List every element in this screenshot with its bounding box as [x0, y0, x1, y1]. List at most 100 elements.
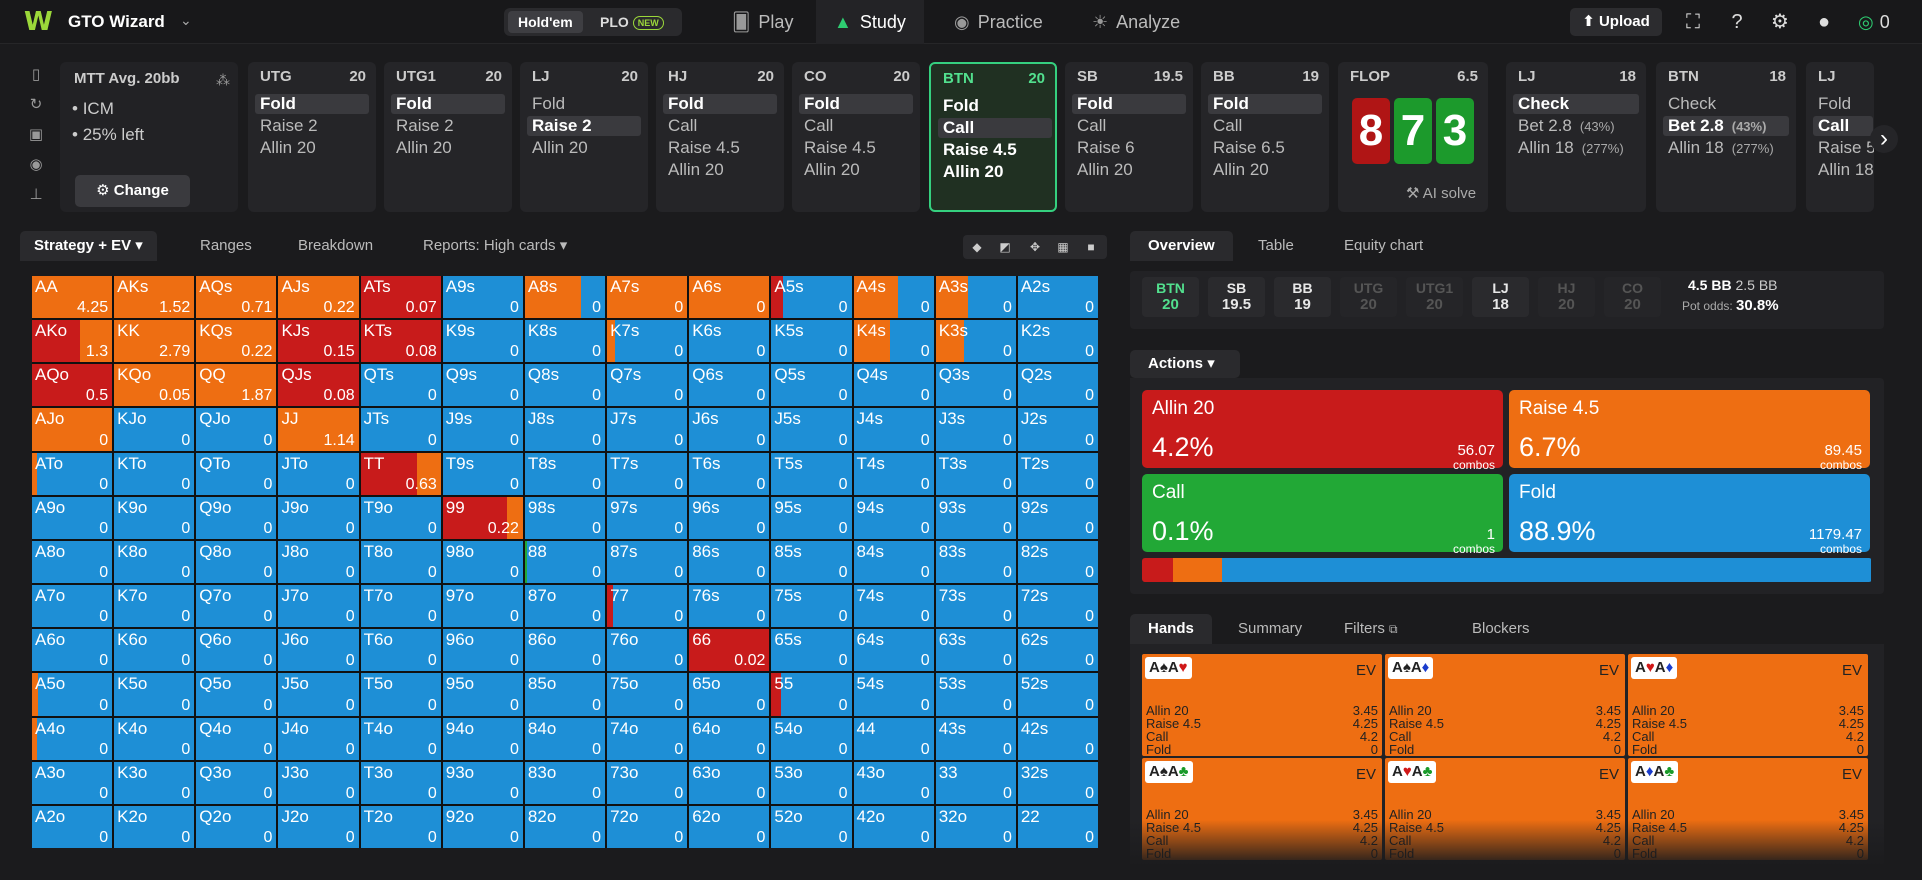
align-icon[interactable]: ⊥: [29, 186, 43, 203]
hand-cell[interactable]: T6s 0: [689, 452, 770, 495]
people-icon[interactable]: ⁂: [216, 72, 230, 88]
hand-cell[interactable]: 72s 0: [1017, 585, 1098, 628]
grid-icon[interactable]: ▦: [1057, 240, 1069, 254]
hand-cell[interactable]: T8s 0: [524, 452, 606, 495]
coins-balance[interactable]: ◎ 0: [1858, 10, 1890, 34]
action-option[interactable]: Raise 2: [527, 116, 641, 136]
hand-cell[interactable]: K3s 0: [935, 320, 1016, 363]
nav-study[interactable]: ▲ Study: [816, 0, 924, 44]
hand-cell[interactable]: 92s 0: [1017, 496, 1098, 539]
hand-cell[interactable]: J3o 0: [278, 761, 359, 804]
hand-cell[interactable]: K4s 0: [853, 320, 934, 363]
hand-cell[interactable]: A7o 0: [32, 585, 113, 628]
hand-cell[interactable]: JJ 1.14: [278, 408, 359, 451]
hand-cell[interactable]: 86o 0: [524, 629, 606, 672]
hand-cell[interactable]: 87o 0: [524, 585, 606, 628]
hand-cell[interactable]: J3s 0: [935, 408, 1016, 451]
hand-cell[interactable]: 95o 0: [442, 673, 523, 716]
hand-cell[interactable]: Q3o 0: [196, 761, 277, 804]
hand-cell[interactable]: 44 0: [853, 717, 934, 760]
position-bb[interactable]: BB 19 Fold Call Raise 6.5 Allin 20: [1201, 62, 1329, 212]
position-utg[interactable]: UTG 20 Fold Raise 2 Allin 20: [248, 62, 376, 212]
action-option[interactable]: Allin 18 (277%): [1513, 138, 1639, 158]
action-option[interactable]: Allin 20: [532, 138, 588, 157]
hand-cell[interactable]: 93o 0: [442, 761, 523, 804]
action-option[interactable]: Allin 20: [396, 138, 452, 157]
hand-cell[interactable]: 65s 0: [771, 629, 852, 672]
action-option[interactable]: Allin 20: [804, 160, 860, 179]
hand-cell[interactable]: AJo 0: [32, 408, 113, 451]
action-option[interactable]: Raise 2: [260, 116, 318, 135]
hand-cell[interactable]: K7o 0: [114, 585, 195, 628]
action-option[interactable]: Fold: [1072, 94, 1186, 114]
action-option[interactable]: Bet 2.8 (43%): [1663, 116, 1789, 136]
position-utg1[interactable]: UTG1 20 Fold Raise 2 Allin 20: [384, 62, 512, 212]
cube-icon[interactable]: ◆: [972, 240, 982, 254]
hand-cell[interactable]: 97s 0: [607, 496, 688, 539]
hand-cell[interactable]: KK 2.79: [114, 320, 195, 363]
hand-cell[interactable]: A9o 0: [32, 496, 113, 539]
overview-player-utg1[interactable]: UTG1 20: [1406, 277, 1463, 317]
hand-cell[interactable]: 75o 0: [607, 673, 688, 716]
hand-cell[interactable]: J7s 0: [607, 408, 688, 451]
hand-cell[interactable]: 62o 0: [689, 805, 770, 848]
hand-cell[interactable]: Q9o 0: [196, 496, 277, 539]
hand-cell[interactable]: K8o 0: [114, 540, 195, 584]
hand-cell[interactable]: AQo 0.5: [32, 364, 113, 407]
hand-cell[interactable]: ATo 0: [32, 452, 113, 495]
nav-analyze[interactable]: ☀ Analyze: [1074, 0, 1198, 44]
position-lj[interactable]: LJ 20 Fold Raise 2 Allin 20: [520, 62, 648, 212]
hand-cell[interactable]: AQs 0.71: [196, 276, 277, 319]
hand-cell[interactable]: Q2o 0: [196, 805, 277, 848]
hand-cell[interactable]: A5o 0: [32, 673, 113, 716]
tab-ranges[interactable]: Ranges: [200, 237, 252, 254]
hand-cell[interactable]: 43o 0: [853, 761, 934, 804]
action-fold[interactable]: Fold 88.9% 1179.47 combos: [1509, 474, 1870, 556]
overview-player-hj[interactable]: HJ 20: [1538, 277, 1595, 317]
hand-cell[interactable]: 32s 0: [1017, 761, 1098, 804]
compress-icon[interactable]: ✥: [1029, 240, 1041, 254]
hand-cell[interactable]: Q6s 0: [689, 364, 770, 407]
action-option[interactable]: Call: [1213, 116, 1243, 135]
tab-table[interactable]: Table: [1258, 237, 1294, 254]
hand-cell[interactable]: A2o 0: [32, 805, 113, 848]
chevron-down-icon[interactable]: ⌄: [180, 12, 192, 28]
hand-cell[interactable]: T7s 0: [607, 452, 688, 495]
screenshot-icon[interactable]: ⛶: [1686, 11, 1700, 33]
hand-cell[interactable]: 52s 0: [1017, 673, 1098, 716]
hand-cell[interactable]: K7s 0: [607, 320, 688, 363]
hand-cell[interactable]: T2o 0: [360, 805, 441, 848]
hand-cell[interactable]: 64o 0: [689, 717, 770, 760]
hand-cell[interactable]: J9o 0: [278, 496, 359, 539]
hand-cell[interactable]: T4o 0: [360, 717, 441, 760]
hand-cell[interactable]: K6s 0: [689, 320, 770, 363]
flop-box[interactable]: FLOP 6.5 8 7 3 ⚒ AI solve: [1338, 62, 1488, 212]
hand-cell[interactable]: 94o 0: [442, 717, 523, 760]
hand-cell[interactable]: Q5o 0: [196, 673, 277, 716]
brand-name[interactable]: GTO Wizard: [68, 12, 165, 31]
hand-cell[interactable]: 93s 0: [935, 496, 1016, 539]
hand-cell[interactable]: A4o 0: [32, 717, 113, 760]
hand-cell[interactable]: 97o 0: [442, 585, 523, 628]
hand-cell[interactable]: 96o 0: [442, 629, 523, 672]
hand-cell[interactable]: 42s 0: [1017, 717, 1098, 760]
hand-cell[interactable]: 55 0: [771, 673, 852, 716]
hand-cell[interactable]: K6o 0: [114, 629, 195, 672]
hand-cell[interactable]: QQ 1.87: [196, 364, 277, 407]
hand-cell[interactable]: K2o 0: [114, 805, 195, 848]
hand-cell[interactable]: 92o 0: [442, 805, 523, 848]
action-raise-4-5[interactable]: Raise 4.5 6.7% 89.45 combos: [1509, 390, 1870, 472]
postflop-btn[interactable]: BTN 18 Check Bet 2.8 (43%) Allin 18 (277%): [1656, 62, 1796, 212]
change-button[interactable]: ⚙ Change: [75, 175, 190, 207]
hand-cell[interactable]: AKs 1.52: [114, 276, 195, 319]
hand-cell[interactable]: 63o 0: [689, 761, 770, 804]
hand-cell[interactable]: K9o 0: [114, 496, 195, 539]
hand-cell[interactable]: A2s 0: [1017, 276, 1098, 319]
hand-cell[interactable]: T3s 0: [935, 452, 1016, 495]
hand-cell[interactable]: J5o 0: [278, 673, 359, 716]
action-option[interactable]: Raise 6.5: [1213, 138, 1285, 157]
hand-cell[interactable]: 77 0: [607, 585, 688, 628]
tab-overview[interactable]: Overview: [1130, 231, 1233, 261]
overview-player-co[interactable]: CO 20: [1604, 277, 1661, 317]
hand-cell[interactable]: KTs 0.08: [360, 320, 441, 363]
